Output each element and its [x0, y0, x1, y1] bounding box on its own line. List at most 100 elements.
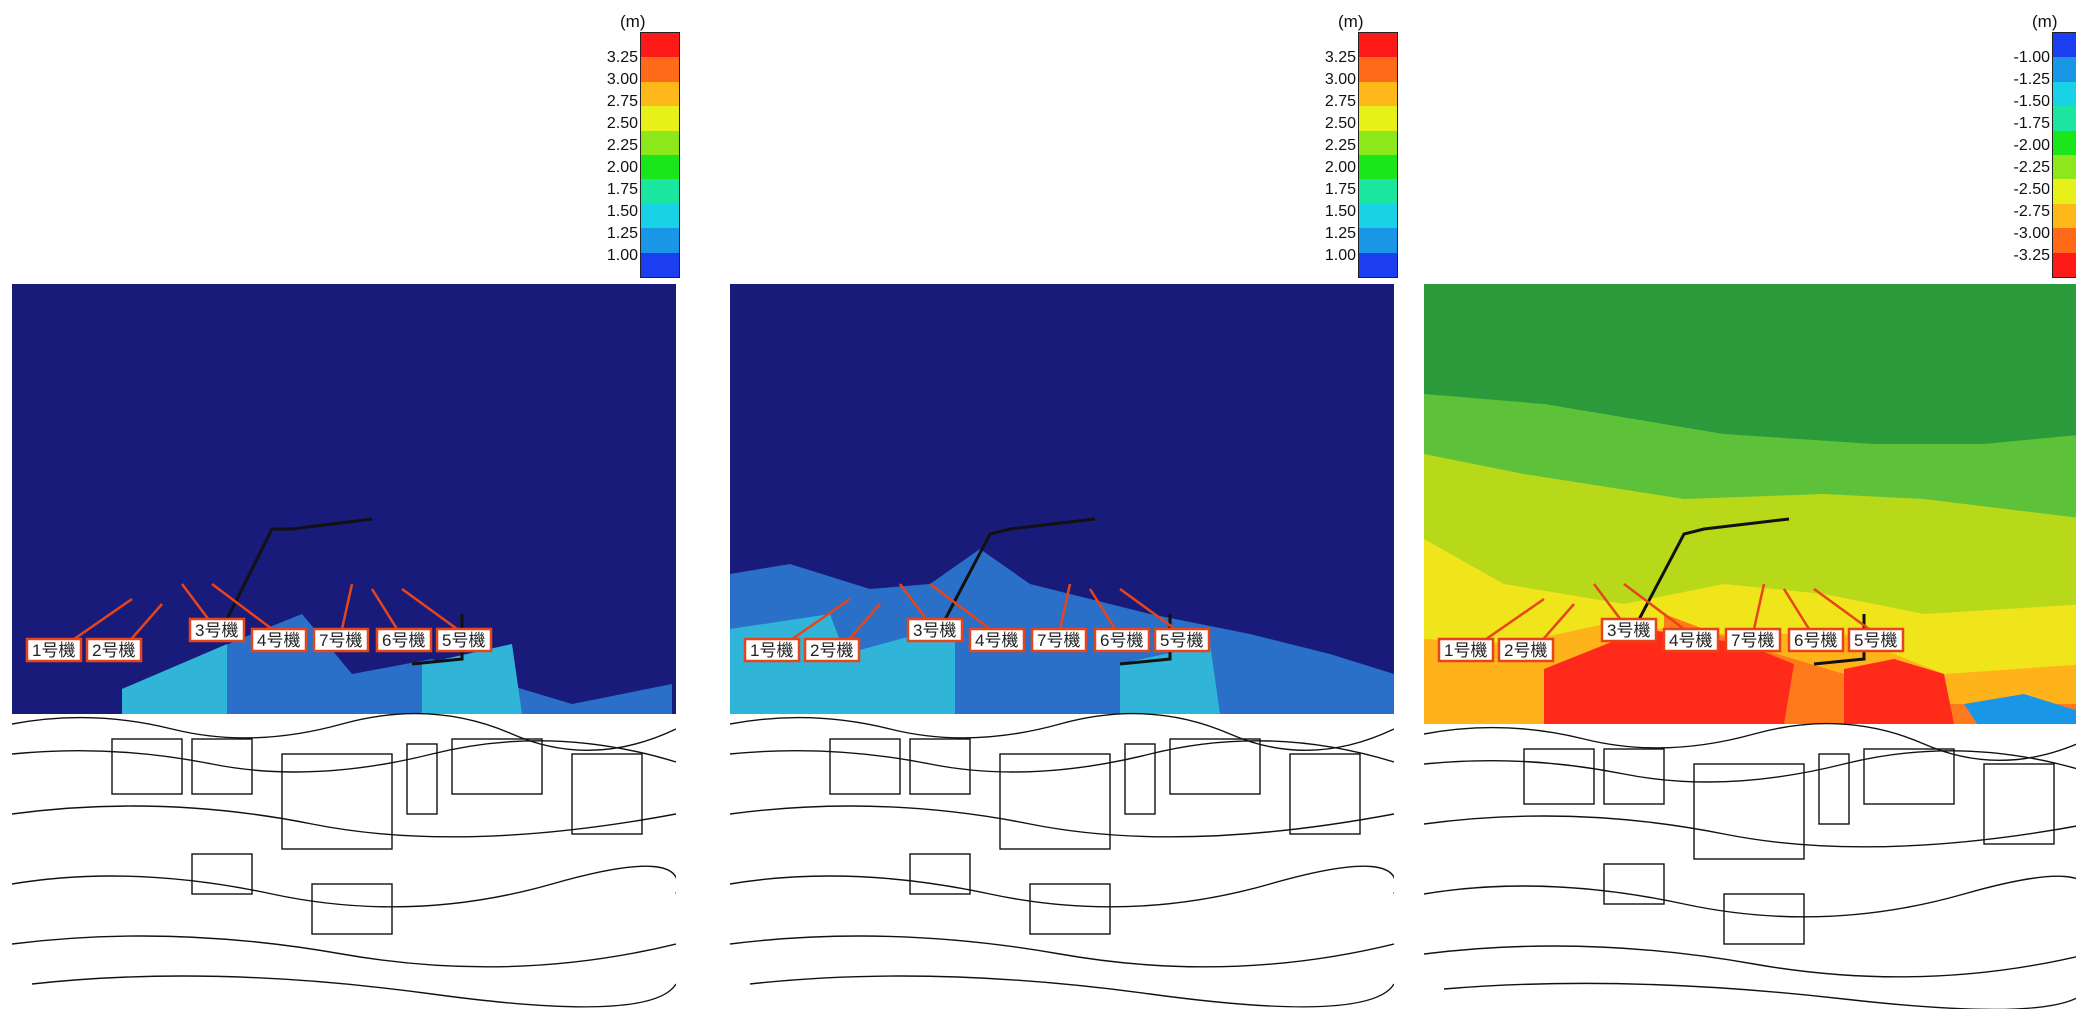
- legend-tick: 1.75: [606, 181, 638, 198]
- legend-tick: 2.75: [606, 93, 638, 110]
- legend-color-band: [1359, 252, 1397, 277]
- legend-color-bar: [1358, 32, 1398, 278]
- map-view: 1号機 2号機 3号機 4号機 7号機 6号機 5号機: [1424, 284, 2076, 1009]
- leader-line: [1088, 588, 1117, 630]
- leader-line: [66, 597, 133, 646]
- unit-label-1: 1号機: [32, 641, 75, 660]
- legend-tick: 2.25: [1324, 137, 1356, 154]
- leader-line: [1813, 587, 1870, 631]
- leader-line: [929, 583, 991, 630]
- legend-tick: -2.25: [2013, 159, 2050, 176]
- unit-label-7: 7号機: [1731, 631, 1774, 650]
- unit-label-box: [25, 637, 83, 663]
- unit-label-2: 2号機: [92, 641, 135, 660]
- legend-tick: -3.25: [2013, 247, 2050, 264]
- legend-tick: 1.75: [1324, 181, 1356, 198]
- unit-label-box: [435, 627, 493, 653]
- legend-tick: 1.50: [1324, 203, 1356, 220]
- legend-tick: 1.25: [606, 225, 638, 242]
- unit-label-5: 5号機: [442, 631, 485, 650]
- leader-line: [1782, 588, 1811, 630]
- unit-label-box: [1437, 637, 1495, 663]
- unit-label-2: 2号機: [810, 641, 853, 660]
- unit-label-box: [1153, 627, 1211, 653]
- unit-label-box: [1724, 627, 1782, 653]
- legend-tick: -2.75: [2013, 203, 2050, 220]
- unit-label-2: 2号機: [1504, 641, 1547, 660]
- unit-label-box: [312, 627, 370, 653]
- unit-label-box: [1600, 617, 1658, 643]
- leader-line: [1538, 603, 1575, 645]
- legend-tick: -2.00: [2013, 137, 2050, 154]
- unit-label-1: 1号機: [750, 641, 793, 660]
- site-linework: [730, 712, 1394, 1008]
- unit-label-6: 6号機: [382, 631, 425, 650]
- legend-color-band: [1359, 228, 1397, 253]
- harbor-basin: [1544, 629, 1794, 724]
- unit-label-3: 3号機: [1607, 621, 1650, 640]
- legend-color-band: [641, 203, 679, 229]
- unit-label-box: [803, 637, 861, 663]
- land-area: [12, 714, 676, 1009]
- unit-label-box: [968, 627, 1026, 653]
- reactor-unit-labels: 1号機 2号機 3号機 4号機 7号機 6号機 5号機: [743, 583, 1211, 663]
- legend-color-band: [2053, 106, 2076, 131]
- legend-tick: 1.50: [606, 203, 638, 220]
- legend-unit: (m): [620, 12, 646, 31]
- legend-color-band: [1359, 81, 1397, 107]
- unit-label-5: 5号機: [1854, 631, 1897, 650]
- map-view: 1号機 2号機 3号機 4号機 7号機 6号機 5号機: [12, 284, 676, 1009]
- legend-color-band: [2053, 228, 2076, 253]
- leader-line: [401, 587, 458, 631]
- legend-color-band: [1359, 130, 1397, 155]
- legend-tick: -3.00: [2013, 225, 2050, 242]
- breakwater: [1632, 517, 1790, 630]
- unit-label-4: 4号機: [257, 631, 300, 650]
- leader-line: [1119, 587, 1176, 631]
- legend-color-band: [641, 252, 679, 277]
- leader-line: [126, 603, 163, 645]
- land-area: [1424, 724, 2076, 1009]
- leader-line: [1593, 583, 1625, 625]
- unit-label-7: 7号機: [1037, 631, 1080, 650]
- legend-color-band: [641, 155, 679, 180]
- leader-line: [1752, 583, 1766, 630]
- legend-color-band: [1359, 57, 1397, 82]
- leader-line: [844, 603, 881, 645]
- legend-color-band: [2053, 81, 2076, 107]
- legend-color-band: [1359, 106, 1397, 131]
- unit-label-3: 3号機: [913, 621, 956, 640]
- legend-tick: -1.00: [2013, 49, 2050, 66]
- legend-tick: 2.50: [606, 115, 638, 132]
- legend-color-band: [1359, 33, 1397, 58]
- panel-max-water-level-1: (m) 3.25 3.00 2.75 2.50 2.25 2.00 1.75 1…: [0, 0, 690, 1009]
- legend-tick: 2.50: [1324, 115, 1356, 132]
- leader-line: [1058, 583, 1072, 630]
- unit-label-box: [1662, 627, 1720, 653]
- legend-tick: 3.00: [1324, 71, 1356, 88]
- legend-color-band: [2053, 130, 2076, 155]
- panel-min-water-level: (m) -1.00 -1.25 -1.50 -1.75 -2.00 -2.25 …: [1412, 0, 2076, 1009]
- unit-label-box: [1847, 627, 1905, 653]
- unit-label-box: [1497, 637, 1555, 663]
- leader-line: [784, 597, 851, 646]
- legend-tick: 3.00: [606, 71, 638, 88]
- unit-label-box: [85, 637, 143, 663]
- harbor-basin: [1844, 659, 1954, 724]
- legend-tick: -2.50: [2013, 181, 2050, 198]
- land-area: [730, 714, 1394, 1009]
- legend-tick: 1.00: [1324, 247, 1356, 264]
- legend-tick: -1.75: [2013, 115, 2050, 132]
- unit-label-6: 6号機: [1794, 631, 1837, 650]
- legend-tick: 2.00: [1324, 159, 1356, 176]
- unit-label-box: [1787, 627, 1845, 653]
- map-view: 1号機 2号機 3号機 4号機 7号機 6号機 5号機: [730, 284, 1394, 1009]
- unit-label-box: [188, 617, 246, 643]
- legend-color-bar: [640, 32, 680, 278]
- unit-label-4: 4号機: [1669, 631, 1712, 650]
- unit-label-1: 1号機: [1444, 641, 1487, 660]
- legend-color-band: [1359, 155, 1397, 180]
- unit-label-5: 5号機: [1160, 631, 1203, 650]
- panel-max-water-level-2: (m) 3.25 3.00 2.75 2.50 2.25 2.00 1.75 1…: [718, 0, 1408, 1009]
- legend-color-band: [641, 33, 679, 58]
